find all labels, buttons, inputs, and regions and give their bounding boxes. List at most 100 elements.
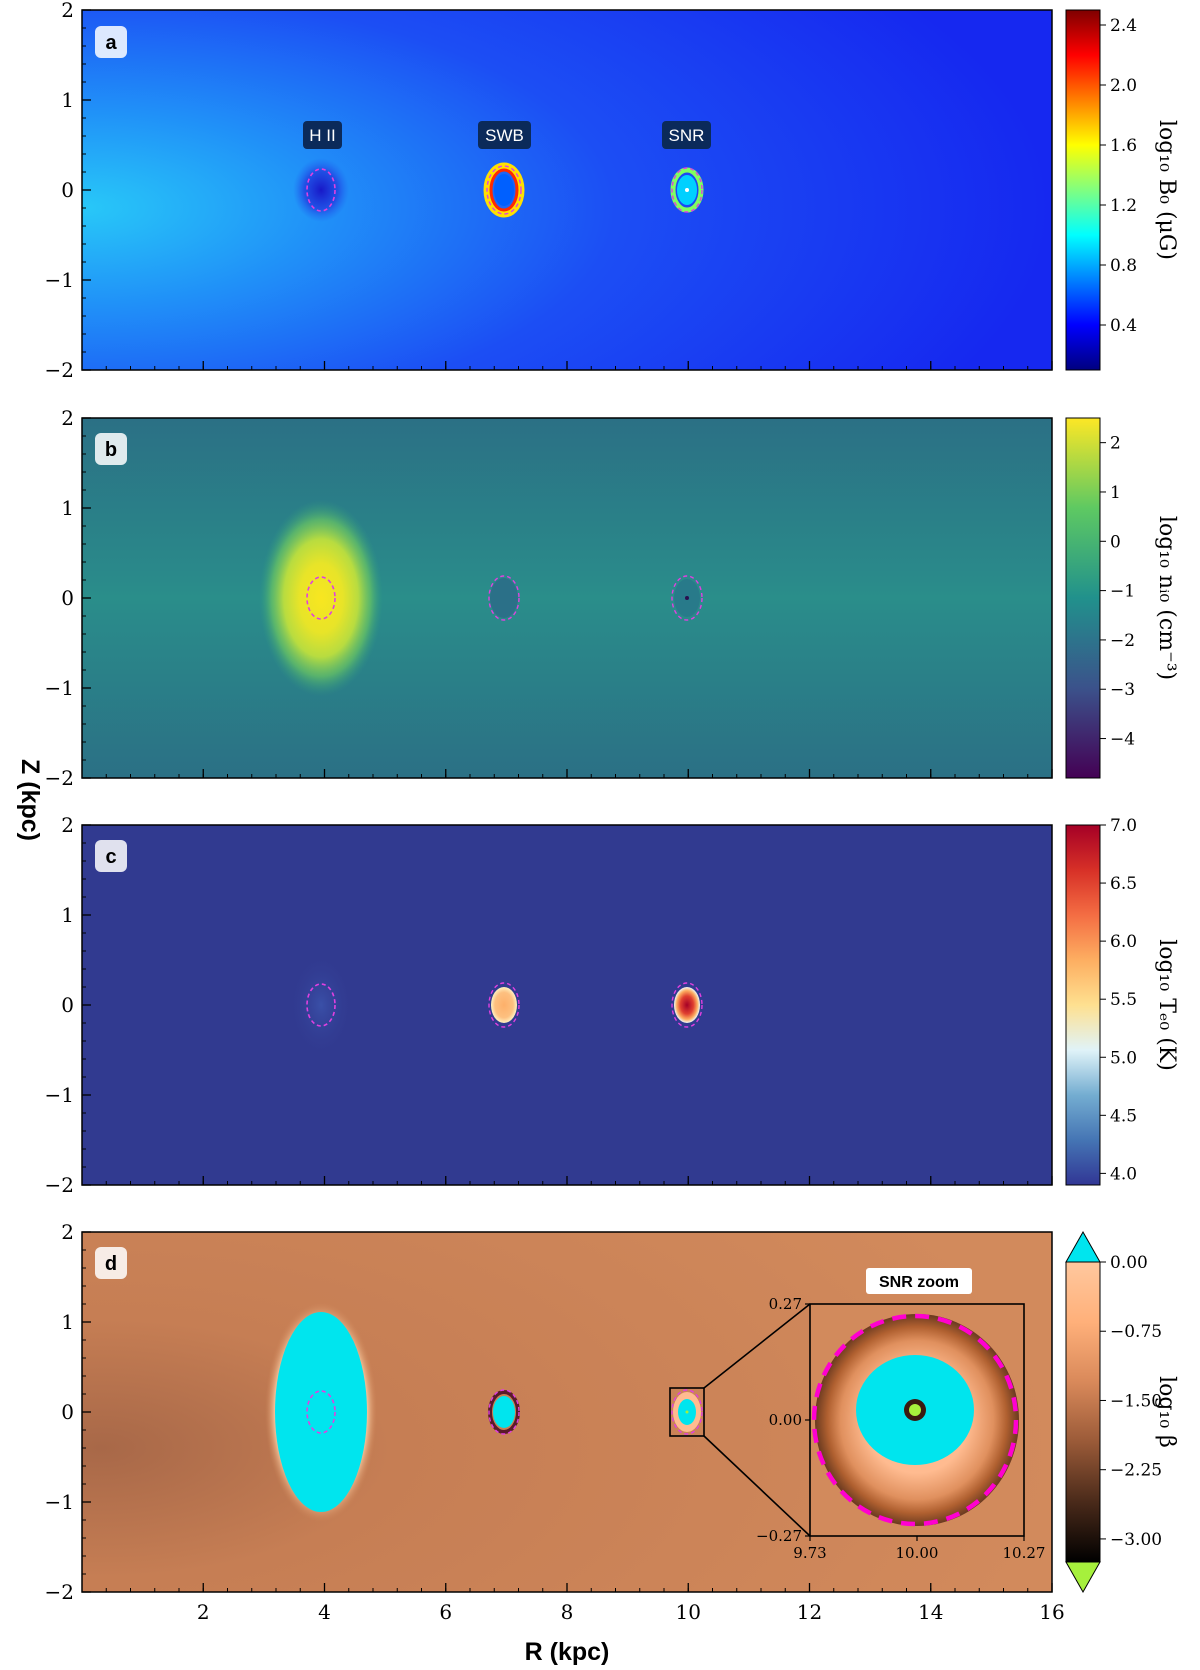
axis-ticks: −2−10120.40.81.21.62.02.4−2−1012−4−3−2−1…	[45, 0, 1163, 1624]
inset-y-tick-label: 0.27	[769, 1295, 802, 1313]
panel-d-snr-dashed	[671, 1389, 703, 1435]
panel-d-swb-ring	[488, 1390, 520, 1434]
panel-a-snr-dashed	[671, 167, 703, 213]
panel-c-hii-dashed	[306, 983, 336, 1027]
panel-d-letter-box	[95, 1247, 127, 1279]
colorbar-tick-label: 1	[1110, 483, 1121, 503]
y-tick-label: 1	[61, 88, 74, 112]
y-tick-label: −2	[45, 358, 74, 382]
panel-d-swb-core	[493, 1396, 515, 1428]
colorbar-tick-label: −3	[1110, 680, 1135, 700]
inset-green-center	[909, 1404, 921, 1416]
x-axis-title: R (kpc)	[525, 1638, 610, 1666]
colorbar-tick-label: 1.6	[1110, 136, 1137, 156]
inset-title: SNR zoom	[879, 1274, 959, 1291]
y-tick-label: 2	[61, 0, 74, 22]
panel-b-swb-cavity	[490, 578, 518, 618]
panel-c-colorbar-label: log₁₀ Tₑ₀ (K)	[1154, 939, 1179, 1071]
colorbar-tick-label: 2.0	[1110, 76, 1137, 96]
y-tick-label: 1	[61, 1310, 74, 1334]
panel-a: H II SWB SNR a log₁₀ B₀ (μG)	[81, 9, 1179, 371]
x-tick-label: 10	[676, 1600, 701, 1624]
panel-d-letter: d	[105, 1253, 117, 1275]
y-tick-label: 0	[61, 586, 74, 610]
zoom-connector-top	[703, 1303, 811, 1389]
panel-b-colorbar	[1065, 417, 1101, 779]
panel-d-swb-dashed	[488, 1389, 520, 1435]
colorbar-tick-label: 1.2	[1110, 196, 1137, 216]
panel-b: b log₁₀ nᵢ₀ (cm⁻³)	[81, 417, 1179, 779]
panel-c-hii-blob	[289, 953, 353, 1057]
x-tick-label: 16	[1039, 1600, 1064, 1624]
colorbar-tick-label: −2	[1110, 631, 1135, 651]
label-snr: SNR	[669, 126, 705, 145]
panel-d: SNR zoom d log₁₀ β	[81, 1230, 1179, 1594]
colorbar-tick-label: 0	[1110, 532, 1121, 552]
panel-b-letter-box	[95, 433, 127, 465]
inset-x-tick-label: 9.73	[793, 1544, 826, 1562]
x-tick-label: 4	[318, 1600, 331, 1624]
y-tick-label: −2	[45, 1580, 74, 1604]
panel-b-hii-glow	[259, 500, 383, 696]
y-tick-label: −2	[45, 1173, 74, 1197]
colorbar-tick-label: 7.0	[1110, 816, 1137, 836]
colorbar-tick-label: 6.0	[1110, 932, 1137, 952]
panel-b-swb-dashed	[488, 575, 520, 621]
panel-b-hii-dashed	[306, 576, 336, 620]
x-tick-label: 14	[918, 1600, 943, 1624]
panel-c-swb-dashed	[488, 982, 520, 1028]
panel-d-hii-core	[275, 1312, 367, 1512]
y-axis-title: Z (kpc)	[16, 759, 44, 841]
panel-d-colorbar	[1065, 1261, 1101, 1563]
inset-y-tick-label: −0.27	[756, 1527, 802, 1545]
label-swb: SWB	[485, 126, 524, 145]
colorbar-tick-label: 2.4	[1110, 16, 1137, 36]
colorbar-tick-label: −3.00	[1110, 1530, 1162, 1550]
colorbar-tick-label: 5.0	[1110, 1048, 1137, 1068]
label-hii: H II	[309, 126, 335, 145]
colorbar-tick-label: 4.5	[1110, 1106, 1137, 1126]
y-tick-label: 0	[61, 1400, 74, 1424]
label-box-hii	[303, 121, 342, 149]
panel-c-letter-box	[95, 840, 127, 872]
y-tick-label: −2	[45, 766, 74, 790]
colorbar-tick-label: 0.8	[1110, 256, 1137, 276]
y-tick-label: 1	[61, 903, 74, 927]
y-tick-label: 0	[61, 178, 74, 202]
panel-a-swb-dashed	[486, 165, 522, 215]
colorbar-tick-label: 2	[1110, 434, 1121, 454]
panel-c-swb-hot	[491, 987, 517, 1023]
y-tick-label: −1	[45, 1490, 74, 1514]
label-box-snr	[662, 121, 711, 149]
inset-x-tick-label: 10.27	[1003, 1544, 1046, 1562]
colorbar-tick-label: −2.25	[1110, 1461, 1162, 1481]
panel-c-colorbar	[1065, 824, 1101, 1186]
panel-a-swb-core	[494, 174, 514, 206]
colorbar-tick-label: −4	[1110, 730, 1135, 750]
y-tick-label: −1	[45, 676, 74, 700]
colorbar-tick-label: 6.5	[1110, 874, 1137, 894]
panel-d-colorbar-label: log₁₀ β	[1154, 1376, 1179, 1448]
colorbar-tick-label: −1.50	[1110, 1391, 1162, 1411]
panel-d-snr-center	[685, 1410, 689, 1414]
panel-b-background	[82, 418, 1052, 778]
panel-b-snr-dashed	[671, 575, 703, 621]
panel-c-snr-hot	[674, 987, 700, 1023]
colorbar-tick-label: 4.0	[1110, 1164, 1137, 1184]
panel-d-colorbar-under-arrow	[1065, 1561, 1101, 1594]
colorbar-tick-label: 0.00	[1110, 1253, 1148, 1273]
y-tick-label: 2	[61, 1220, 74, 1244]
panel-c: c log₁₀ Tₑ₀ (K)	[81, 824, 1179, 1186]
panel-a-letter: a	[105, 32, 117, 54]
panel-a-background	[82, 10, 1052, 370]
panel-b-letter: b	[105, 439, 117, 461]
panel-a-swb-ring-inner	[489, 168, 519, 212]
inset-title-box	[866, 1268, 972, 1294]
colorbar-tick-label: −1	[1110, 582, 1135, 602]
inset-y-tick-label: 0.00	[769, 1411, 802, 1429]
panel-b-snr-center	[685, 596, 689, 600]
panel-a-hii-blob	[293, 158, 349, 222]
inset-dashed-boundary	[811, 1313, 1019, 1527]
y-tick-label: −1	[45, 268, 74, 292]
